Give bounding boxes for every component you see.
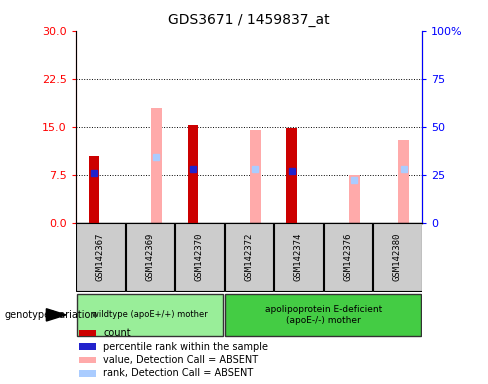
- Bar: [76, 223, 124, 291]
- Text: GSM142367: GSM142367: [96, 233, 105, 281]
- Text: GSM142380: GSM142380: [393, 233, 402, 281]
- Bar: [398, 139, 409, 223]
- Bar: [125, 223, 174, 291]
- Bar: [79, 343, 97, 350]
- Bar: [187, 125, 199, 223]
- Bar: [88, 156, 100, 223]
- Bar: [224, 223, 273, 291]
- Text: GSM142372: GSM142372: [244, 233, 253, 281]
- Polygon shape: [46, 309, 66, 321]
- Bar: [324, 223, 372, 291]
- Bar: [373, 223, 422, 291]
- Title: GDS3671 / 1459837_at: GDS3671 / 1459837_at: [168, 13, 330, 27]
- Bar: [151, 108, 162, 223]
- Text: GSM142370: GSM142370: [195, 233, 204, 281]
- Bar: [79, 370, 97, 377]
- Bar: [286, 128, 297, 223]
- Text: genotype/variation: genotype/variation: [5, 310, 98, 320]
- Bar: [175, 223, 224, 291]
- Bar: [77, 294, 223, 336]
- Bar: [349, 175, 360, 223]
- Text: rank, Detection Call = ABSENT: rank, Detection Call = ABSENT: [103, 368, 254, 379]
- Text: count: count: [103, 328, 131, 338]
- Text: percentile rank within the sample: percentile rank within the sample: [103, 341, 268, 352]
- Text: GSM142369: GSM142369: [145, 233, 154, 281]
- Text: wildtype (apoE+/+) mother: wildtype (apoE+/+) mother: [92, 310, 208, 319]
- Bar: [225, 294, 421, 336]
- Text: value, Detection Call = ABSENT: value, Detection Call = ABSENT: [103, 355, 259, 365]
- Bar: [79, 330, 97, 336]
- Text: apolipoprotein E-deficient
(apoE-/-) mother: apolipoprotein E-deficient (apoE-/-) mot…: [264, 305, 382, 324]
- Text: GSM142376: GSM142376: [344, 233, 352, 281]
- Text: GSM142374: GSM142374: [294, 233, 303, 281]
- Bar: [274, 223, 323, 291]
- Bar: [250, 130, 261, 223]
- Bar: [79, 357, 97, 363]
